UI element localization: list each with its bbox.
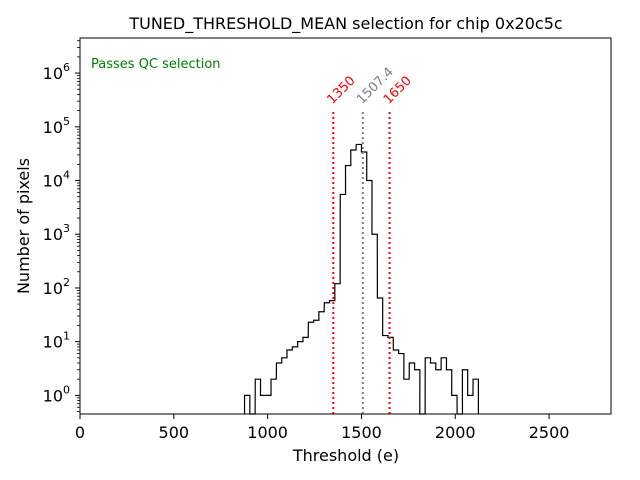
x-tick-label: 1000 bbox=[247, 423, 288, 442]
y-tick-label: 103 bbox=[43, 222, 70, 244]
plot-frame bbox=[79, 37, 612, 415]
y-tick-label: 105 bbox=[43, 115, 70, 137]
histogram-bin bbox=[351, 150, 356, 414]
histogram-bin bbox=[393, 350, 398, 414]
histogram-bin bbox=[292, 347, 297, 414]
histogram-bin bbox=[266, 395, 271, 414]
histogram-bin bbox=[441, 358, 446, 414]
y-tick-label: 106 bbox=[43, 61, 70, 83]
histogram-bin bbox=[462, 370, 467, 414]
histogram-bin bbox=[261, 395, 266, 414]
histogram-bin bbox=[367, 181, 372, 414]
histogram-bin bbox=[399, 354, 404, 414]
histogram-bin bbox=[473, 379, 478, 414]
histogram-bin bbox=[314, 320, 319, 414]
histogram-bin bbox=[377, 298, 382, 414]
histogram-bin bbox=[425, 358, 430, 414]
histogram-outline bbox=[243, 143, 479, 415]
histogram-bin bbox=[430, 363, 435, 414]
x-tick-label: 0 bbox=[75, 423, 85, 442]
histogram-bin bbox=[468, 395, 473, 414]
histogram-bin bbox=[452, 395, 457, 414]
histogram-bin bbox=[346, 166, 351, 414]
y-axis-label: Number of pixels bbox=[14, 158, 33, 294]
y-tick-label: 104 bbox=[43, 169, 70, 191]
x-tick-label: 500 bbox=[159, 423, 190, 442]
y-tick-label: 102 bbox=[43, 276, 70, 298]
histogram-bin bbox=[245, 395, 250, 414]
histogram-bin bbox=[335, 284, 340, 414]
x-axis-label: Threshold (e) bbox=[292, 446, 399, 465]
histogram-bin bbox=[276, 363, 281, 414]
histogram-bin bbox=[271, 379, 276, 414]
x-tick-label: 2500 bbox=[529, 423, 570, 442]
histogram-bin bbox=[308, 322, 313, 414]
chart-title: TUNED_THRESHOLD_MEAN selection for chip … bbox=[128, 14, 562, 34]
histogram-bin bbox=[446, 370, 451, 414]
histogram-bin bbox=[303, 337, 308, 414]
threshold-line-label: 1350 bbox=[325, 73, 359, 107]
y-tick-label: 101 bbox=[43, 330, 70, 352]
x-tick-label: 2000 bbox=[435, 423, 476, 442]
x-tick-label: 1500 bbox=[341, 423, 382, 442]
histogram-bin bbox=[436, 370, 441, 414]
histogram-bin bbox=[372, 234, 377, 414]
histogram-bin bbox=[282, 358, 287, 414]
histogram-bin bbox=[383, 336, 388, 414]
y-tick-label: 100 bbox=[43, 383, 70, 405]
histogram-bin bbox=[255, 379, 260, 414]
histogram-bin bbox=[319, 312, 324, 414]
histogram-bin bbox=[287, 350, 292, 414]
qc-annotation: Passes QC selection bbox=[91, 57, 221, 72]
histogram-bin bbox=[340, 194, 345, 414]
y-axis: 100 101 102 103 104 105 106 bbox=[43, 40, 80, 412]
histogram-bin bbox=[356, 144, 361, 414]
histogram-bin bbox=[324, 303, 329, 414]
histogram-bin bbox=[298, 342, 303, 414]
histogram-bin bbox=[415, 370, 420, 414]
histogram-bin bbox=[404, 379, 409, 414]
histogram-bin bbox=[409, 363, 414, 414]
x-axis: 0 500 1000 1500 2000 2500 bbox=[75, 414, 570, 442]
